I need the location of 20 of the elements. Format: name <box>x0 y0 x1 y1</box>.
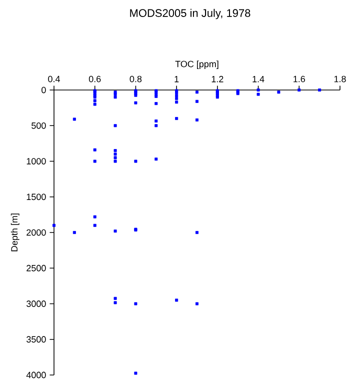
x-tick-label: 0.4 <box>48 76 60 82</box>
y-tick-label: 1000 <box>26 158 46 164</box>
x-tick-label: 1.6 <box>294 76 305 82</box>
chart-title: MODS2005 in July, 1978 <box>130 8 250 20</box>
x-tick-label: 0.6 <box>88 76 101 82</box>
x-tick-label: 1.4 <box>252 76 264 82</box>
x-axis-title: TOC [ppm] <box>175 60 218 69</box>
y-tick-label: 3500 <box>26 336 46 343</box>
x-tick-label: 1.2 <box>212 76 224 82</box>
y-tick-label: 4000 <box>26 372 46 378</box>
y-axis-title: Depth [m] <box>10 214 20 252</box>
x-tick-label: 1 <box>174 76 179 82</box>
y-tick-label: 0 <box>42 86 46 94</box>
y-tick-label: 2500 <box>26 264 46 272</box>
x-tick-label: 1.8 <box>334 76 346 82</box>
y-tick-label: 2000 <box>26 229 46 236</box>
x-tick-label: 0.8 <box>130 76 142 82</box>
y-tick-label: 1500 <box>26 194 46 200</box>
y-tick-label: 500 <box>32 122 46 129</box>
y-tick-label: 3000 <box>26 300 46 307</box>
